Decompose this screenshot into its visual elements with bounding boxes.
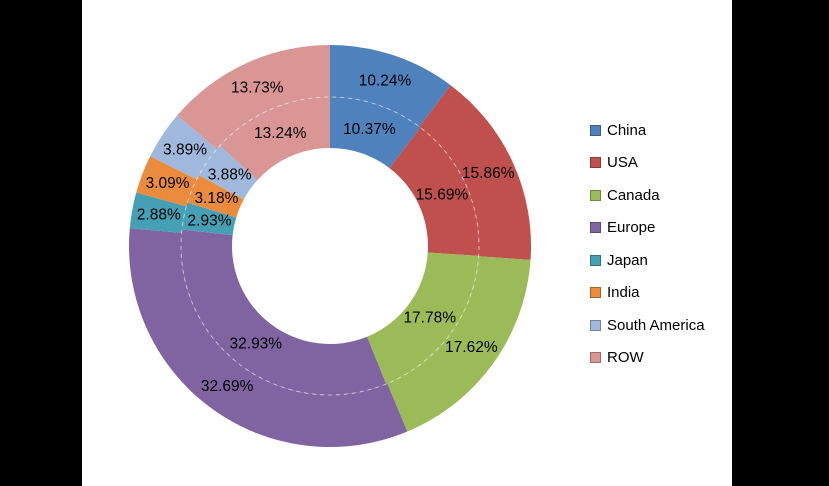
data-label-outer-canada: 17.62% — [445, 339, 498, 356]
legend-label: India — [607, 284, 640, 302]
donut-slice-outer-canada — [387, 256, 531, 432]
legend-item-usa: USA — [590, 147, 705, 180]
legend-item-japan: Japan — [590, 244, 705, 277]
legend-label: USA — [607, 154, 638, 172]
legend-item-china: China — [590, 114, 705, 147]
data-label-inner-usa: 15.69% — [416, 187, 469, 204]
legend-swatch-icon — [590, 319, 601, 331]
data-label-inner-south-america: 3.88% — [208, 166, 252, 183]
data-label-outer-japan: 2.88% — [137, 207, 181, 224]
data-label-inner-india: 3.18% — [195, 190, 239, 207]
legend-swatch-icon — [590, 157, 601, 169]
data-label-inner-canada: 17.78% — [403, 309, 456, 326]
data-label-inner-europe: 32.93% — [230, 336, 283, 353]
chart-legend: China USA Canada Europe Japan India South Amer… — [590, 114, 705, 374]
legend-item-row: ROW — [590, 342, 705, 375]
legend-label: ROW — [607, 349, 644, 367]
donut-slice-outer-europe — [129, 228, 408, 447]
donut-slice-inner-usa — [389, 127, 479, 256]
data-label-outer-india: 3.09% — [146, 175, 190, 192]
data-label-outer-row: 13.73% — [231, 79, 284, 96]
legend-label: Europe — [607, 219, 656, 237]
legend-item-europe: Europe — [590, 212, 705, 245]
legend-swatch-icon — [590, 287, 601, 299]
data-label-inner-china: 10.37% — [343, 121, 396, 138]
donut-slice-outer-china — [330, 45, 451, 127]
donut-slice-inner-row — [219, 97, 330, 180]
donut-slice-inner-canada — [366, 252, 479, 384]
donut-slice-inner-japan — [181, 202, 237, 236]
legend-item-canada: Canada — [590, 179, 705, 212]
donut-slice-inner-india — [187, 175, 244, 218]
left-black-bar — [0, 0, 82, 486]
data-label-outer-south-america: 3.89% — [163, 141, 207, 158]
legend-label: Japan — [607, 251, 648, 269]
legend-swatch-icon — [590, 352, 601, 364]
chart-canvas: 10.37% 15.69% 17.78% 32.93% 2.93% 3.18% 3.88% 1… — [82, 0, 732, 486]
legend-item-india: India — [590, 277, 705, 310]
data-label-outer-china: 10.24% — [359, 72, 412, 89]
legend-swatch-icon — [590, 189, 601, 201]
legend-swatch-icon — [590, 254, 601, 266]
legend-label: China — [607, 121, 647, 139]
donut-chart: 10.37% 15.69% 17.78% 32.93% 2.93% 3.18% 3.88% 1… — [129, 45, 531, 447]
donut-slice-outer-south-america — [150, 115, 217, 180]
data-label-inner-row: 13.24% — [254, 125, 307, 142]
legend-item-south-america: South America — [590, 309, 705, 342]
donut-slice-outer-india — [136, 156, 197, 207]
data-label-inner-japan: 2.93% — [188, 213, 232, 230]
right-black-bar — [732, 0, 829, 486]
legend-swatch-icon — [590, 124, 601, 136]
legend-label: Canada — [607, 186, 660, 204]
legend-swatch-icon — [590, 222, 601, 234]
donut-slice-inner-china — [330, 97, 421, 169]
legend-label: South America — [607, 316, 705, 334]
donut-slice-outer-row — [177, 45, 330, 150]
data-label-outer-usa: 15.86% — [462, 165, 515, 182]
donut-slice-inner-south-america — [198, 145, 258, 200]
ring-separator-dashed-line — [180, 96, 480, 396]
donut-slice-inner-europe — [180, 229, 387, 395]
donut-slice-outer-usa — [419, 85, 531, 260]
data-label-outer-europe: 32.69% — [201, 378, 254, 395]
donut-slice-outer-japan — [129, 192, 187, 233]
